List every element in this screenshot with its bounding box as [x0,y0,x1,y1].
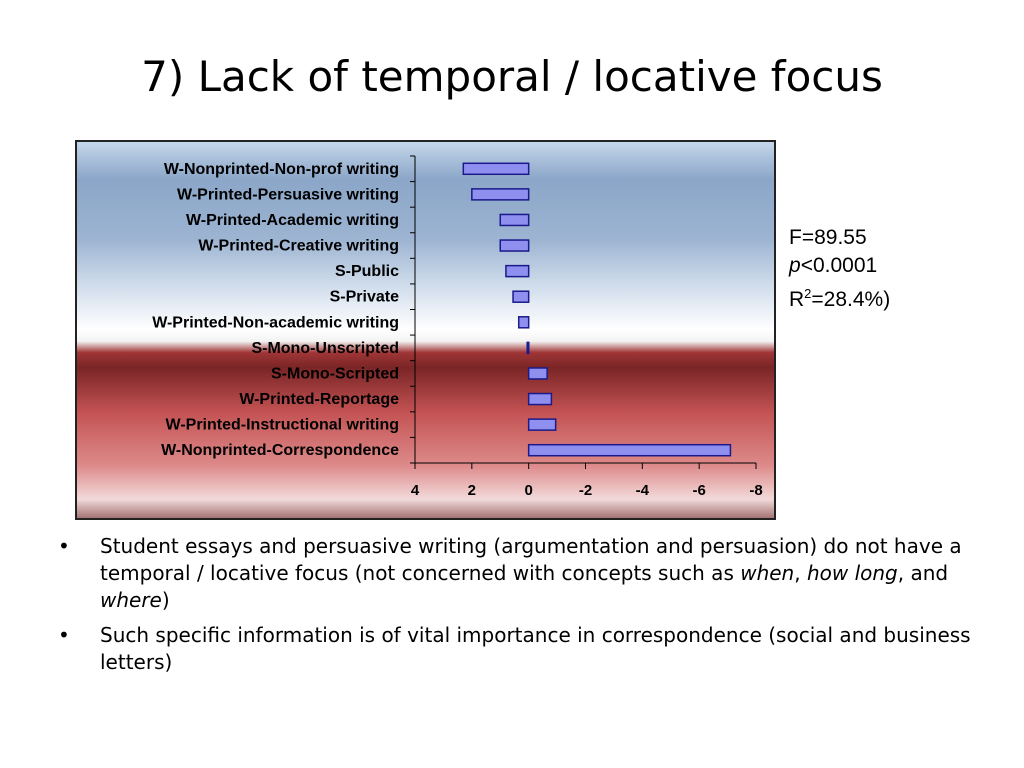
bullet-list: Student essays and persuasive writing (a… [58,533,978,684]
bullet-text: Such specific information is of vital im… [100,623,971,674]
bar-4 [499,239,530,252]
bullet-emphasis: how long [806,561,898,585]
p-value: p<0.0001 [789,252,890,280]
chart-frame [75,140,776,520]
bullet-item: Student essays and persuasive writing (a… [58,533,978,614]
x-tick-label: 0 [524,482,532,499]
category-label: S-Mono-Scripted [271,365,399,382]
bar-8 [526,341,530,355]
category-label: S-Mono-Unscripted [251,340,399,357]
bar-9 [527,367,548,380]
bullet-text-part: , and [897,561,949,585]
bar-chart: W-Nonprinted-Non-prof writing W-Printed-P… [152,155,763,499]
bar-1 [462,162,530,176]
x-tick-label: -8 [749,482,762,499]
x-tick-label: 4 [411,482,420,499]
bar-11 [527,418,557,431]
bar-7 [517,316,530,329]
bar-3 [499,213,530,227]
category-label: W-Printed-Academic writing [186,212,399,229]
stats-box: F=89.55 p<0.0001 R2=28.4%) [789,224,890,314]
r-squared: R2=28.4%) [789,280,890,314]
category-label: S-Private [330,289,399,306]
bar-5 [505,264,530,278]
bar-6 [512,290,530,303]
bullet-text-part: ) [161,588,170,612]
r-squared-text: =28.4%) [811,288,891,311]
x-tick-label: 2 [468,482,476,499]
x-tick-label: -6 [692,482,705,499]
bar-10 [527,392,553,406]
bullet-emphasis: when [740,561,795,585]
bullet-item: Such specific information is of vital im… [58,622,978,676]
f-statistic: F=89.55 [789,226,867,249]
bullet-text-part: Student essays and persuasive writing (a… [100,534,962,585]
category-label: W-Printed-Persuasive writing [177,186,399,203]
slide-title: 7) Lack of temporal / locative focus [141,52,883,101]
p-value-text: <0.0001 [800,254,878,277]
bar-2 [471,188,530,201]
category-label: S-Public [335,263,399,280]
x-tick-label: -4 [636,482,650,499]
category-label: W-Nonprinted-Non-prof writing [164,161,399,178]
bar-12 [527,443,732,457]
x-tick-label: -2 [579,482,592,499]
category-label: W-Nonprinted-Correspondence [161,442,399,459]
category-label: W-Printed-Creative writing [198,238,399,255]
category-label: W-Printed-Instructional writing [166,417,399,434]
p-symbol: p [789,254,801,277]
r-superscript: 2 [804,286,812,301]
bullet-text-part: , [794,561,807,585]
category-label: W-Printed-Reportage [239,391,399,408]
category-label: W-Printed-Non-academic writing [152,314,399,331]
r-prefix: R [789,288,805,311]
bullet-emphasis: where [100,588,162,612]
